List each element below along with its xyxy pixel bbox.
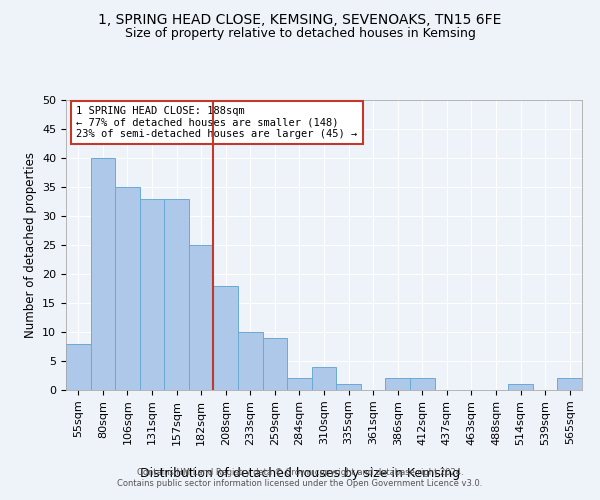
Bar <box>189 245 214 390</box>
Bar <box>140 198 164 390</box>
Bar <box>287 378 312 390</box>
Bar <box>336 384 361 390</box>
Bar <box>91 158 115 390</box>
Bar <box>557 378 582 390</box>
Bar <box>508 384 533 390</box>
Bar <box>164 198 189 390</box>
Text: Distribution of detached houses by size in Kemsing: Distribution of detached houses by size … <box>140 468 460 480</box>
Bar <box>238 332 263 390</box>
Text: Size of property relative to detached houses in Kemsing: Size of property relative to detached ho… <box>125 28 475 40</box>
Bar <box>115 187 140 390</box>
Bar <box>312 367 336 390</box>
Text: 1, SPRING HEAD CLOSE, KEMSING, SEVENOAKS, TN15 6FE: 1, SPRING HEAD CLOSE, KEMSING, SEVENOAKS… <box>98 12 502 26</box>
Text: Contains HM Land Registry data © Crown copyright and database right 2024.
Contai: Contains HM Land Registry data © Crown c… <box>118 468 482 487</box>
Y-axis label: Number of detached properties: Number of detached properties <box>23 152 37 338</box>
Text: 1 SPRING HEAD CLOSE: 188sqm
← 77% of detached houses are smaller (148)
23% of se: 1 SPRING HEAD CLOSE: 188sqm ← 77% of det… <box>76 106 358 139</box>
Bar <box>66 344 91 390</box>
Bar <box>263 338 287 390</box>
Bar <box>385 378 410 390</box>
Bar <box>410 378 434 390</box>
Bar <box>214 286 238 390</box>
